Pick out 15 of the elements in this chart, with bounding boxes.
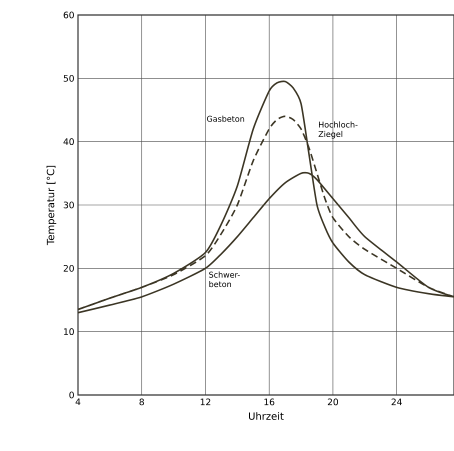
y-tick-label: 10 (64, 328, 74, 336)
x-tick-label: 4 (76, 398, 80, 406)
y-tick-label: 60 (64, 12, 74, 18)
y-tick-label: 20 (64, 264, 74, 272)
x-tick-label: 16 (264, 398, 274, 406)
y-tick-label: 0 (69, 392, 74, 398)
x-axis-title: Uhrzeit (248, 412, 284, 420)
x-tick-label: 8 (139, 398, 144, 406)
y-axis-title: Temperatur [°C] (46, 166, 56, 246)
y-tick-label: 40 (64, 138, 74, 146)
y-tick-label: 30 (64, 202, 74, 208)
x-tick-label: 12 (200, 398, 210, 406)
y-tick-label: 50 (64, 74, 74, 82)
x-tick-label: 24 (392, 398, 402, 406)
x-tick-label: 20 (328, 398, 338, 406)
